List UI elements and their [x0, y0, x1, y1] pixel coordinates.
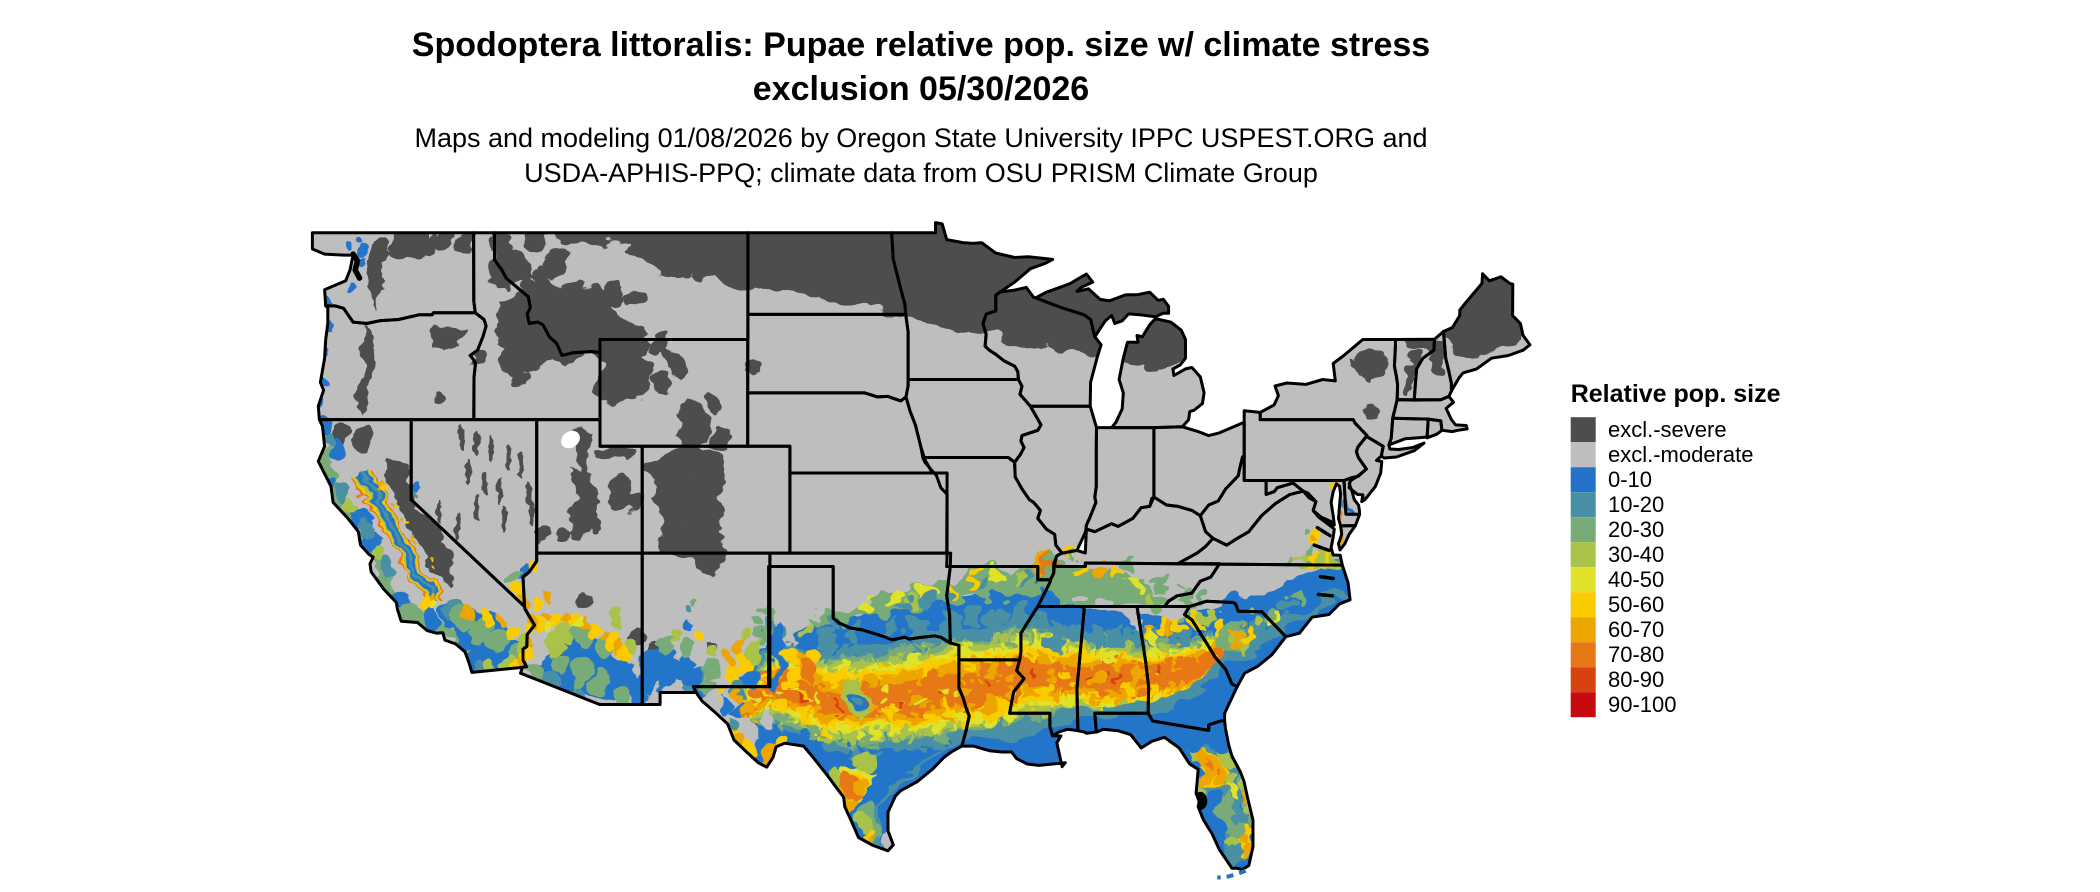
svg-text:30-40: 30-40	[1608, 542, 1664, 567]
svg-text:Maps and modeling 01/08/2026 b: Maps and modeling 01/08/2026 by Oregon S…	[414, 123, 1427, 153]
svg-text:Spodoptera littoralis: Pupae r: Spodoptera littoralis: Pupae relative po…	[412, 26, 1430, 64]
svg-text:0-10: 0-10	[1608, 467, 1652, 492]
svg-text:80-90: 80-90	[1608, 667, 1664, 692]
svg-text:40-50: 40-50	[1608, 567, 1664, 592]
svg-text:exclusion 05/30/2026: exclusion 05/30/2026	[753, 70, 1089, 108]
svg-text:10-20: 10-20	[1608, 492, 1664, 517]
svg-text:excl.-moderate: excl.-moderate	[1608, 442, 1754, 467]
svg-text:20-30: 20-30	[1608, 517, 1664, 542]
svg-text:excl.-severe: excl.-severe	[1608, 417, 1727, 442]
svg-text:70-80: 70-80	[1608, 642, 1664, 667]
svg-text:60-70: 60-70	[1608, 617, 1664, 642]
svg-text:Relative pop. size: Relative pop. size	[1571, 380, 1781, 408]
svg-text:USDA-APHIS-PPQ; climate data f: USDA-APHIS-PPQ; climate data from OSU PR…	[524, 158, 1318, 188]
svg-text:50-60: 50-60	[1608, 592, 1664, 617]
svg-text:90-100: 90-100	[1608, 692, 1677, 717]
